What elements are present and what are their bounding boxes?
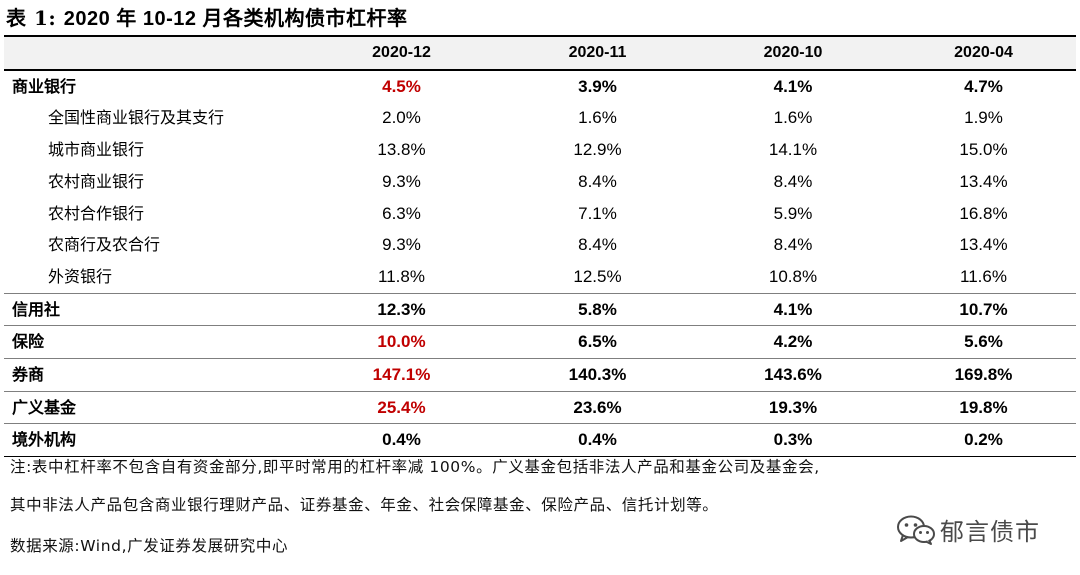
value-cell: 8.4% xyxy=(578,171,617,191)
value-cell: 19.8% xyxy=(959,397,1008,417)
table-row: 信用社 12.3% 5.8% 4.1% 10.7% xyxy=(4,293,1076,326)
header-row: 2020-12 2020-11 2020-10 2020-04 xyxy=(4,36,1076,70)
value-cell: 0.2% xyxy=(964,430,1003,450)
value-cell: 23.6% xyxy=(573,397,622,417)
table-row: 城市商业银行 13.8% 12.9% 14.1% 15.0% xyxy=(4,134,1076,166)
value-cell: 6.3% xyxy=(382,203,421,223)
table-row: 农商行及农合行 9.3% 8.4% 8.4% 13.4% xyxy=(4,229,1076,261)
footnote-line-1: 注:表中杠杆率不包含自有资金部分,即平时常用的杠杆率减 100%。广义基金包括非… xyxy=(10,458,820,476)
value-cell: 9.3% xyxy=(382,171,421,191)
value-cell: 140.3% xyxy=(568,365,627,385)
value-cell: 10.8% xyxy=(768,266,818,286)
value-cell: 169.8% xyxy=(954,365,1013,385)
row-label: 商业银行 xyxy=(12,76,77,96)
value-cell: 3.9% xyxy=(578,76,617,96)
table-row: 农村商业银行 9.3% 8.4% 8.4% 13.4% xyxy=(4,166,1076,198)
row-label: 农村商业银行 xyxy=(48,171,145,191)
value-cell: 25.4% xyxy=(377,397,426,417)
watermark: 郁言债市 xyxy=(896,512,1040,547)
value-cell: 5.9% xyxy=(773,203,813,223)
header-cell-category xyxy=(4,36,303,70)
value-cell: 0.4% xyxy=(382,430,421,450)
value-cell: 12.9% xyxy=(573,140,622,160)
table-row: 境外机构 0.4% 0.4% 0.3% 0.2% xyxy=(4,423,1076,457)
value-cell: 10.0% xyxy=(377,332,426,352)
value-cell: 4.1% xyxy=(773,299,813,319)
row-label: 信用社 xyxy=(12,299,61,319)
value-cell: 4.2% xyxy=(773,332,813,352)
watermark-text: 郁言债市 xyxy=(940,518,1040,546)
value-cell: 5.8% xyxy=(578,299,617,319)
value-cell: 5.6% xyxy=(964,332,1003,352)
table-title: 表 1: 2020 年 10-12 月各类机构债市杠杆率 xyxy=(6,2,408,31)
leverage-table: 2020-12 2020-11 2020-10 2020-04 商业银行 4.5%… xyxy=(4,35,1076,457)
wechat-icon xyxy=(897,515,935,545)
value-cell: 8.4% xyxy=(578,235,617,255)
value-cell: 11.6% xyxy=(960,266,1007,286)
value-cell: 9.3% xyxy=(382,235,421,255)
table-row: 全国性商业银行及其支行 2.0% 1.6% 1.6% 1.9% xyxy=(4,102,1076,134)
value-cell: 12.3% xyxy=(377,299,426,319)
value-cell: 19.3% xyxy=(768,397,818,417)
value-cell: 8.4% xyxy=(773,171,813,191)
table-row: 券商 147.1% 140.3% 143.6% 169.8% xyxy=(4,358,1076,392)
value-cell: 15.0% xyxy=(959,140,1008,160)
table-row: 商业银行 4.5% 3.9% 4.1% 4.7% xyxy=(4,69,1076,103)
row-label: 券商 xyxy=(12,365,45,385)
value-cell: 4.1% xyxy=(773,76,813,96)
table-row: 农村合作银行 6.3% 7.1% 5.9% 16.8% xyxy=(4,198,1076,230)
value-cell: 1.6% xyxy=(578,108,617,128)
value-cell: 13.8% xyxy=(377,140,426,160)
value-cell: 4.5% xyxy=(382,76,421,96)
row-label: 外资银行 xyxy=(48,266,113,286)
value-cell: 11.8% xyxy=(378,266,425,286)
value-cell: 143.6% xyxy=(764,365,822,385)
header-cell-2020-12: 2020-12 xyxy=(372,44,431,61)
value-cell: 13.4% xyxy=(959,235,1008,255)
row-label: 农商行及农合行 xyxy=(48,235,161,255)
table-body: 商业银行 4.5% 3.9% 4.1% 4.7% 全国性商业银行及其支行 2.0% 1.6% 1… xyxy=(4,69,1076,457)
value-cell: 10.7% xyxy=(959,299,1008,319)
row-label: 境外机构 xyxy=(12,430,77,450)
value-cell: 7.1% xyxy=(578,203,617,223)
table-row: 广义基金 25.4% 23.6% 19.3% 19.8% xyxy=(4,391,1076,424)
table-row: 外资银行 11.8% 12.5% 10.8% 11.6% xyxy=(4,261,1076,293)
value-cell: 16.8% xyxy=(959,203,1008,223)
row-label: 全国性商业银行及其支行 xyxy=(48,108,225,128)
value-cell: 12.5% xyxy=(573,266,622,286)
value-cell: 1.6% xyxy=(773,108,813,128)
table-title-text: 2020 年 10-12 月各类机构债市杠杆率 xyxy=(63,8,408,30)
header-cell-2020-04: 2020-04 xyxy=(954,44,1013,61)
source-note: 数据来源:Wind,广发证券发展研究中心 xyxy=(10,537,289,555)
table-title-label: 表 1: xyxy=(6,6,57,30)
row-label: 广义基金 xyxy=(12,397,77,417)
footnote-line-2: 其中非法人产品包含商业银行理财产品、证券基金、年金、社会保障基金、保险产品、信托… xyxy=(10,496,719,514)
value-cell: 14.1% xyxy=(768,140,818,160)
row-label: 城市商业银行 xyxy=(48,140,145,160)
value-cell: 8.4% xyxy=(773,235,813,255)
value-cell: 13.4% xyxy=(959,171,1008,191)
header-cell-2020-11: 2020-11 xyxy=(568,44,627,61)
value-cell: 0.3% xyxy=(773,430,813,450)
value-cell: 6.5% xyxy=(578,332,617,352)
value-cell: 147.1% xyxy=(372,365,431,385)
header-cell-2020-10: 2020-10 xyxy=(763,44,823,61)
value-cell: 1.9% xyxy=(964,108,1003,128)
value-cell: 4.7% xyxy=(964,76,1003,96)
row-label: 保险 xyxy=(12,332,45,352)
row-label: 农村合作银行 xyxy=(48,203,145,223)
table-row: 保险 10.0% 6.5% 4.2% 5.6% xyxy=(4,325,1076,359)
value-cell: 2.0% xyxy=(382,108,421,128)
value-cell: 0.4% xyxy=(578,430,617,450)
